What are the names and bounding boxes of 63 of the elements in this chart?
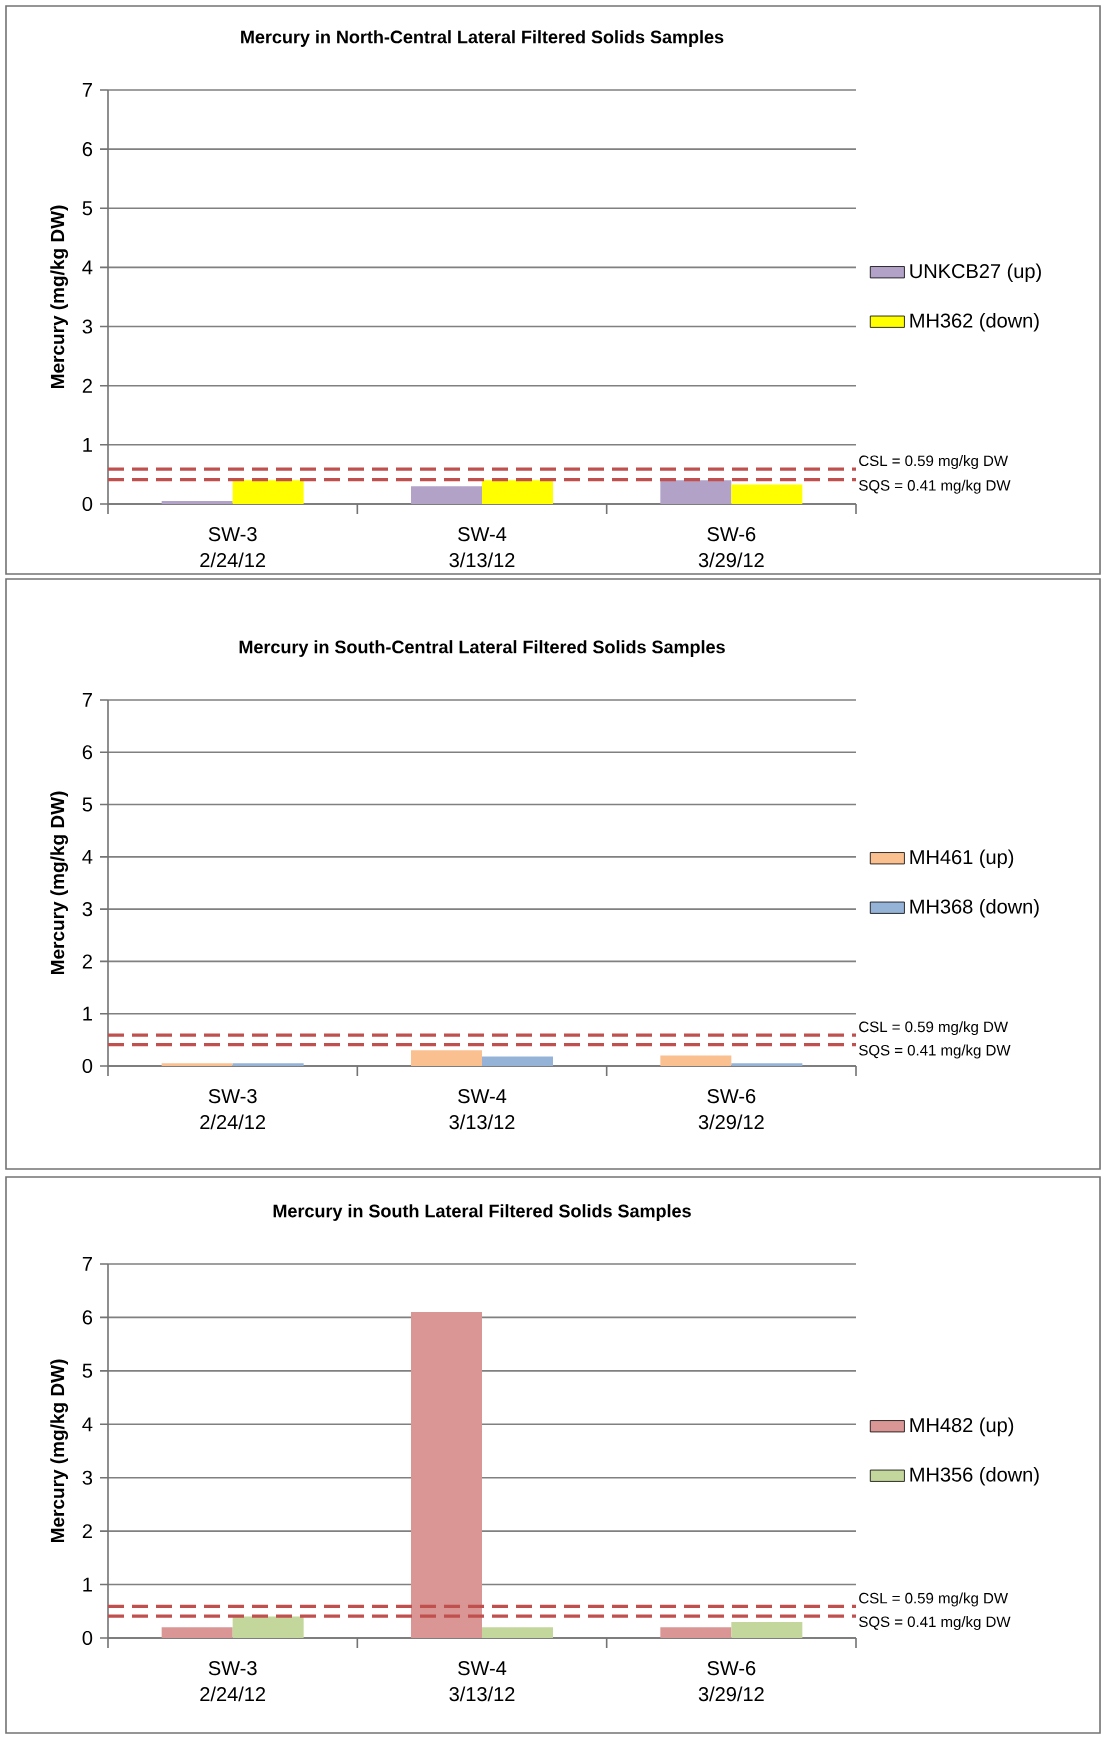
legend-label: MH368 (down): [910, 898, 1039, 918]
y-tick-label: 3: [82, 1470, 93, 1485]
legend-label: MH362 (down): [910, 312, 1039, 332]
legend-label: MH356 (down): [910, 1466, 1039, 1486]
bar: [232, 1063, 304, 1066]
y-tick-label: 6: [82, 142, 93, 157]
y-tick-label: 7: [82, 693, 92, 707]
ref-line-label: SQS = 0.41 mg/kg DW: [859, 479, 1011, 494]
bar: [482, 1627, 553, 1638]
x-tick-label: SW-6 3/29/12: [698, 527, 764, 568]
x-tick-label: SW-6 3/29/12: [698, 1089, 764, 1130]
y-tick-label: 0: [82, 496, 93, 512]
bar: [731, 1621, 803, 1638]
ref-line-label: SQS = 0.41 mg/kg DW: [859, 1044, 1011, 1059]
x-tick-label: SW-4 3/13/12: [449, 527, 515, 568]
y-tick-label: 6: [82, 745, 93, 760]
y-tick-label: 6: [82, 1310, 93, 1325]
y-tick-label: 4: [82, 849, 93, 864]
bar: [232, 1616, 304, 1638]
y-tick-label: 5: [82, 201, 93, 216]
ref-line-label: CSL = 0.59 mg/kg DW: [859, 1592, 1008, 1607]
chart-title: Mercury in South Lateral Filtered Solids Samples: [273, 1204, 691, 1221]
y-tick-label: 2: [82, 1524, 92, 1539]
ref-line-label: CSL = 0.59 mg/kg DW: [859, 1021, 1008, 1036]
x-tick-label: SW-4 3/13/12: [449, 1089, 515, 1130]
y-tick-label: 5: [82, 1363, 93, 1378]
ref-line-label: SQS = 0.41 mg/kg DW: [859, 1616, 1011, 1631]
y-tick-label: 1: [83, 1006, 92, 1021]
bar: [660, 1627, 732, 1638]
y-axis-title: Mercury (mg/kg DW): [50, 791, 69, 975]
y-tick-label: 3: [82, 319, 93, 334]
legend-label: MH461 (up): [910, 849, 1014, 869]
bar: [411, 1050, 482, 1066]
y-tick-label: 4: [82, 1417, 93, 1432]
chart-title: Mercury in North-Central Lateral Filtered Solids Samples: [241, 30, 724, 47]
y-tick-label: 0: [82, 1630, 93, 1646]
y-tick-label: 3: [82, 902, 93, 917]
bar: [731, 1063, 803, 1066]
bar: [482, 1056, 553, 1066]
x-tick-label: SW-4 3/13/12: [449, 1661, 515, 1702]
y-tick-label: 4: [82, 260, 93, 275]
bar: [161, 1627, 233, 1638]
x-tick-label: SW-3 2/24/12: [200, 527, 266, 568]
x-tick-label: SW-3 2/24/12: [200, 1661, 266, 1702]
y-tick-label: 7: [82, 1257, 92, 1271]
bar: [660, 1055, 732, 1066]
chart-title: Mercury in South-Central Lateral Filtered Solids Samples: [239, 640, 725, 657]
y-axis-title: Mercury (mg/kg DW): [50, 205, 69, 389]
y-tick-label: 7: [82, 83, 92, 97]
legend-label: MH482 (up): [910, 1417, 1014, 1437]
y-tick-label: 1: [83, 1577, 92, 1592]
legend-label: UNKCB27 (up): [910, 263, 1041, 283]
y-tick-label: 0: [82, 1058, 93, 1074]
y-tick-label: 5: [82, 797, 93, 812]
y-axis-title: Mercury (mg/kg DW): [50, 1359, 69, 1543]
y-tick-label: 2: [82, 954, 92, 969]
x-tick-label: SW-6 3/29/12: [698, 1661, 764, 1702]
y-tick-label: 1: [83, 437, 92, 452]
bar: [411, 1312, 482, 1638]
x-tick-label: SW-3 2/24/12: [200, 1089, 266, 1130]
y-tick-label: 2: [82, 378, 92, 393]
ref-line-label: CSL = 0.59 mg/kg DW: [859, 455, 1008, 470]
bar: [161, 1063, 233, 1066]
